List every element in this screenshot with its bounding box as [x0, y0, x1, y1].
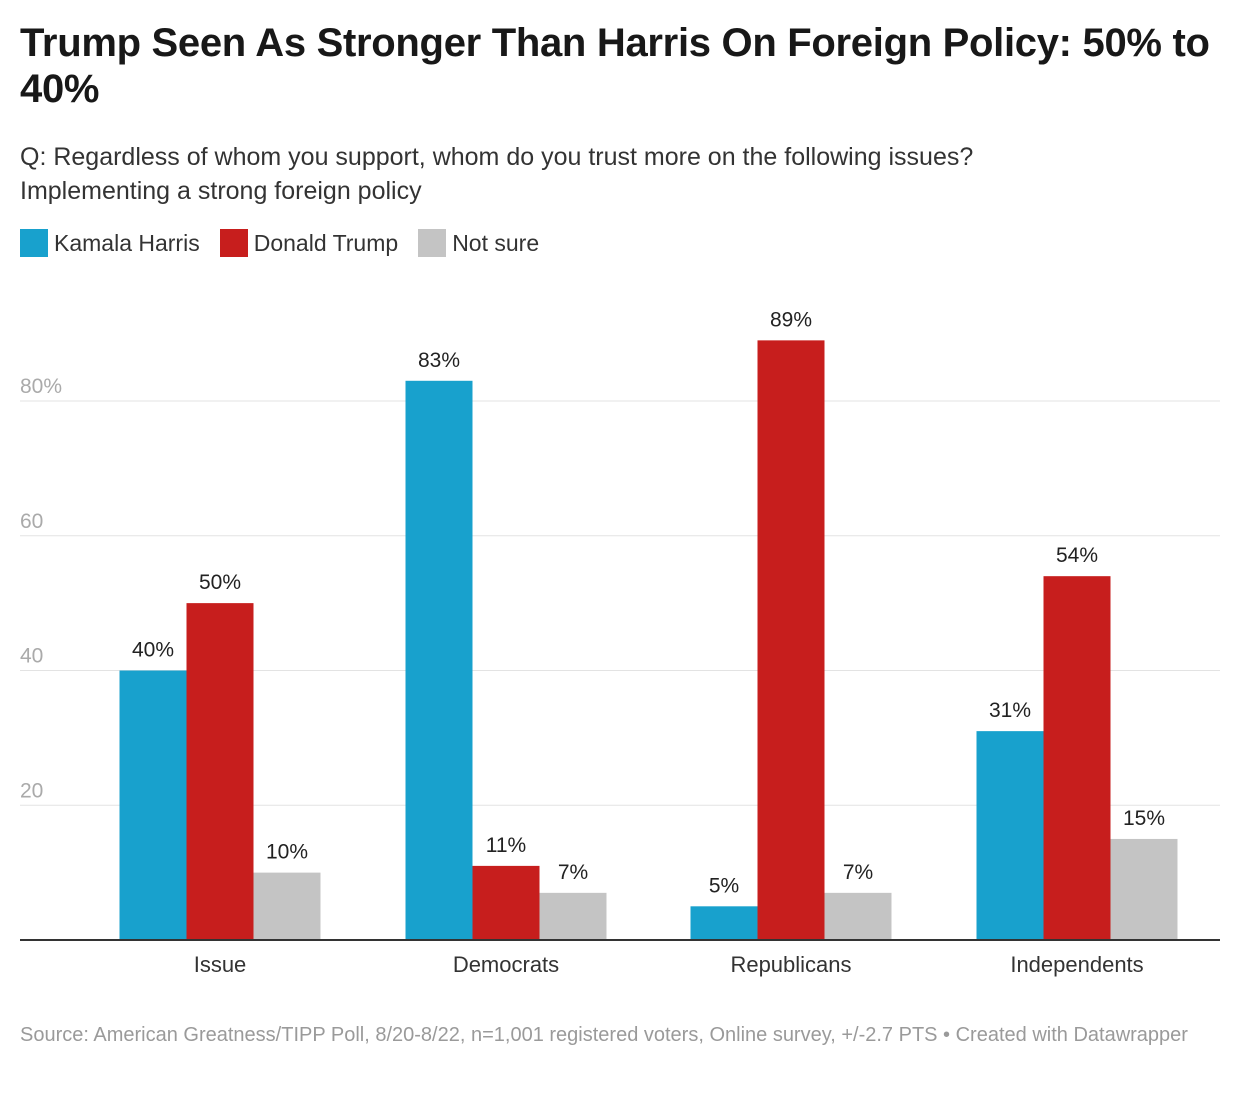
- bar-democrats-not-sure: [539, 892, 607, 940]
- bar-issue-donald-trump: [186, 603, 254, 940]
- bar-issue-kamala-harris: [119, 670, 187, 940]
- value-label-issue-donald-trump: 50%: [199, 571, 241, 594]
- bar-republicans-kamala-harris: [690, 906, 758, 940]
- value-label-independents-kamala-harris: 31%: [989, 699, 1031, 722]
- legend-item-not-sure: Not sure: [418, 229, 539, 257]
- y-tick-label-60: 60: [20, 510, 43, 533]
- value-label-independents-donald-trump: 54%: [1056, 544, 1098, 567]
- value-label-republicans-kamala-harris: 5%: [709, 874, 739, 897]
- x-tick-label-republicans: Republicans: [730, 952, 851, 977]
- bar-democrats-kamala-harris: [405, 380, 473, 941]
- value-label-issue-kamala-harris: 40%: [132, 639, 174, 662]
- y-tick-label-20: 20: [20, 779, 43, 802]
- subtitle-question: Q: Regardless of whom you support, whom …: [20, 143, 974, 171]
- bar-independents-not-sure: [1110, 838, 1178, 940]
- value-label-republicans-not-sure: 7%: [843, 861, 873, 884]
- bar-republicans-not-sure: [824, 892, 892, 940]
- legend-item-harris: Kamala Harris: [20, 229, 200, 257]
- value-label-democrats-not-sure: 7%: [558, 861, 588, 884]
- value-label-issue-not-sure: 10%: [266, 841, 308, 864]
- legend-item-trump: Donald Trump: [219, 229, 399, 257]
- bar-democrats-donald-trump: [472, 865, 540, 940]
- legend-label-harris: Kamala Harris: [54, 229, 200, 256]
- value-label-democrats-kamala-harris: 83%: [418, 349, 460, 372]
- y-tick-label-80: 80%: [20, 375, 62, 398]
- chart-title: Trump Seen As Stronger Than Harris On Fo…: [20, 21, 1210, 111]
- x-tick-label-independents: Independents: [1010, 952, 1143, 977]
- legend-swatch-harris: [20, 229, 48, 257]
- bar-independents-kamala-harris: [976, 731, 1044, 940]
- subtitle-topic: Implementing a strong foreign policy: [20, 177, 422, 205]
- source-note: Source: American Greatness/TIPP Poll, 8/…: [20, 1024, 1188, 1046]
- value-label-independents-not-sure: 15%: [1123, 807, 1165, 830]
- legend-swatch-not-sure: [418, 229, 447, 257]
- bar-issue-not-sure: [253, 872, 321, 940]
- legend-swatch-trump: [219, 229, 248, 257]
- bar-republicans-donald-trump: [757, 340, 825, 940]
- x-tick-label-issue: Issue: [194, 952, 247, 977]
- legend-label-trump: Donald Trump: [253, 229, 399, 256]
- legend: Kamala Harris Donald Trump Not sure: [20, 229, 559, 257]
- value-label-democrats-donald-trump: 11%: [486, 834, 526, 857]
- legend-label-not-sure: Not sure: [452, 229, 540, 256]
- bar-independents-donald-trump: [1043, 576, 1111, 940]
- y-tick-label-40: 40: [20, 645, 43, 668]
- chart-subtitle: Q: Regardless of whom you support, whom …: [20, 140, 1220, 208]
- x-tick-label-democrats: Democrats: [453, 952, 559, 977]
- value-label-republicans-donald-trump: 89%: [770, 308, 812, 331]
